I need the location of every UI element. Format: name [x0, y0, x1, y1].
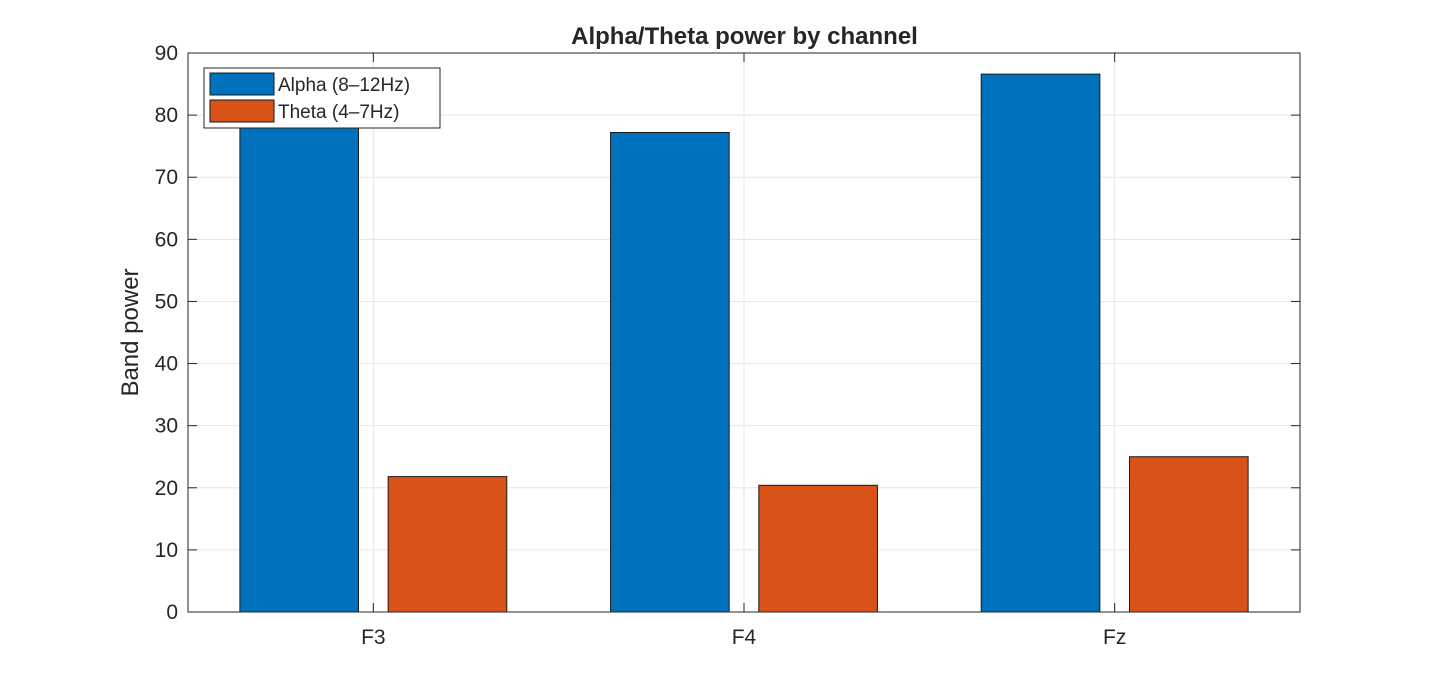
legend-label: Alpha (8–12Hz) [278, 75, 410, 96]
y-tick-label: 40 [155, 353, 178, 376]
legend-swatch [209, 99, 275, 123]
legend-swatch [209, 72, 275, 96]
y-tick-label: 70 [155, 166, 178, 189]
chart-title: Alpha/Theta power by channel [571, 23, 918, 50]
x-tick-label: F4 [732, 626, 757, 649]
y-tick-label: 10 [155, 539, 178, 562]
y-tick-label: 60 [155, 228, 178, 251]
bar-theta-fz [1128, 456, 1249, 613]
bar-alpha-f3 [239, 111, 360, 613]
bars [239, 73, 1249, 613]
axis-ticks: 0 10 20 30 40 50 60 70 80 90 F3 F4 Fz [155, 42, 1300, 649]
legend-label: Theta (4–7Hz) [278, 102, 399, 123]
y-tick-label: 90 [155, 42, 178, 65]
legend: Alpha (8–12Hz) Theta (4–7Hz) [203, 67, 441, 129]
y-tick-label: 30 [155, 415, 178, 438]
y-tick-label: 0 [166, 601, 178, 624]
y-tick-label: 80 [155, 104, 178, 127]
y-axis-label: Band power [117, 268, 144, 396]
y-tick-label: 20 [155, 477, 178, 500]
x-tick-label: Fz [1103, 626, 1126, 649]
y-tick-label: 50 [155, 290, 178, 313]
bar-alpha-f4 [610, 132, 730, 613]
bar-theta-f3 [387, 476, 508, 613]
x-tick-label: F3 [361, 626, 386, 649]
bar-theta-f4 [758, 484, 878, 613]
bar-alpha-fz [980, 73, 1101, 613]
